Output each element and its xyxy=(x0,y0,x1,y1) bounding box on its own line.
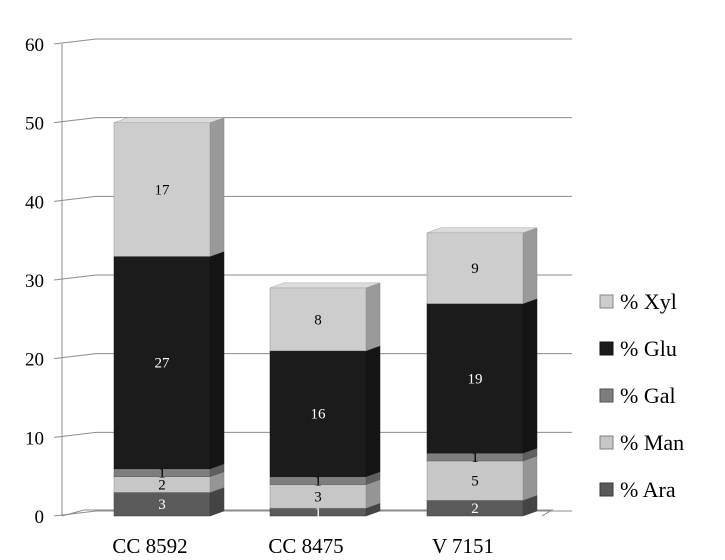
bar-side xyxy=(365,282,381,352)
bar-side xyxy=(522,455,538,501)
bar-front xyxy=(113,122,211,257)
gridline xyxy=(53,38,572,45)
bar-segment: 5 xyxy=(426,455,538,501)
data-label: 1 xyxy=(471,450,479,466)
x-category-label: V 7151 xyxy=(432,534,494,558)
legend-swatch xyxy=(599,341,614,356)
legend-item: % Glu xyxy=(599,336,677,361)
data-label: 2 xyxy=(471,501,479,517)
bar-top xyxy=(269,282,381,289)
legend-swatch xyxy=(599,482,614,497)
data-label: 1 xyxy=(314,505,322,521)
bar-segment: 19 xyxy=(426,298,538,454)
bar-front xyxy=(426,232,524,304)
bar-column: 2 5 1 19 9 xyxy=(426,227,538,517)
bar-segment: 9 xyxy=(426,227,538,304)
data-label: 1 xyxy=(158,466,166,482)
data-label: 9 xyxy=(471,261,479,277)
data-label: 19 xyxy=(468,371,483,387)
bar-side xyxy=(209,117,225,257)
bar-segment: 3 xyxy=(269,479,381,509)
legend-swatch xyxy=(599,435,614,450)
gridline xyxy=(53,353,572,360)
data-label: 3 xyxy=(158,497,166,513)
bar-segment: 17 xyxy=(113,117,225,257)
bar-side xyxy=(365,345,381,478)
bar-front xyxy=(426,303,524,454)
legend-label: % Gal xyxy=(620,383,676,408)
y-tick-label: 0 xyxy=(35,507,45,528)
bar-front xyxy=(269,350,367,477)
bar-column: 3 21 27 17 xyxy=(113,117,225,517)
data-label: 5 xyxy=(471,474,479,490)
data-label: 17 xyxy=(155,183,171,199)
legend-item: % Xyl xyxy=(599,289,677,314)
data-label: 27 xyxy=(155,356,171,372)
x-axis-labels: CC 8592 CC 8475 V 7151 xyxy=(112,534,494,558)
legend-item: % Ara xyxy=(599,477,676,502)
legend-swatch xyxy=(599,294,614,309)
y-axis: 0 10 20 30 40 50 60 xyxy=(25,35,554,528)
gridline xyxy=(53,195,572,202)
legend: % Xyl % Glu % Gal % Man % Ara xyxy=(599,289,684,502)
gridline xyxy=(53,431,572,438)
data-label: 2 xyxy=(158,478,166,494)
gridline xyxy=(53,274,572,281)
bar-side xyxy=(209,251,225,470)
data-label: 1 xyxy=(314,474,322,490)
bar-side xyxy=(522,298,538,454)
y-tick-label: 50 xyxy=(25,114,44,135)
bar-segment: 27 xyxy=(113,251,225,470)
y-tick-label: 10 xyxy=(25,428,44,449)
bar-column: 131 16 8 xyxy=(269,282,381,521)
gridlines xyxy=(53,38,572,517)
legend-label: % Man xyxy=(620,430,684,455)
bar-front xyxy=(426,460,524,501)
bar-side xyxy=(522,227,538,304)
bar-top xyxy=(426,227,538,234)
bar-front xyxy=(269,287,367,352)
bar-top xyxy=(113,117,225,123)
x-category-label: CC 8592 xyxy=(112,534,187,558)
data-label: 3 xyxy=(314,489,322,505)
legend-label: % Ara xyxy=(620,477,676,502)
legend-label: % Glu xyxy=(620,336,677,361)
bar-segment: 16 xyxy=(269,345,381,478)
x-category-label: CC 8475 xyxy=(268,534,343,558)
bar-segment: 2 xyxy=(426,494,538,517)
y-tick-label: 60 xyxy=(25,35,44,56)
data-label: 16 xyxy=(311,407,327,423)
legend-item: % Gal xyxy=(599,383,676,408)
legend-swatch xyxy=(599,388,614,403)
y-tick-label: 30 xyxy=(25,271,44,292)
bar-front xyxy=(113,256,211,470)
legend-label: % Xyl xyxy=(620,289,677,314)
bar-segment: 8 xyxy=(269,282,381,352)
y-tick-label: 20 xyxy=(25,350,44,371)
y-tick-label: 40 xyxy=(25,192,44,213)
legend-item: % Man xyxy=(599,430,684,455)
gridline xyxy=(53,117,572,124)
data-label: 8 xyxy=(314,312,322,328)
